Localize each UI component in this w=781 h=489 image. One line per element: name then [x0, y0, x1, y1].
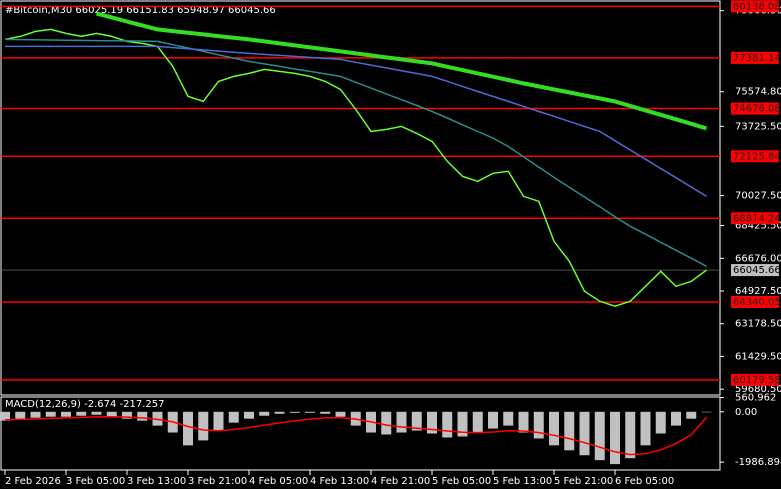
- histogram-bar: [564, 411, 575, 451]
- histogram-bar: [488, 411, 498, 429]
- histogram-bar: [213, 411, 224, 431]
- x-tick-label: 4 Feb 13:00: [310, 476, 369, 487]
- histogram-bar: [579, 411, 590, 456]
- histogram-bar: [320, 411, 331, 414]
- histogram-bar: [274, 411, 285, 414]
- histogram-bar: [106, 411, 117, 417]
- histogram-bar: [427, 411, 437, 434]
- histogram-bar: [122, 411, 132, 419]
- histogram-bar: [457, 411, 468, 437]
- histogram-bar: [91, 411, 102, 415]
- y-tick-label: 59680.50: [735, 384, 781, 395]
- level-label-box: [731, 150, 779, 163]
- x-tick-label: 3 Feb 13:00: [127, 476, 186, 487]
- histogram-bar: [640, 411, 651, 446]
- level-label: 60179.58: [733, 375, 781, 386]
- histogram-bar: [686, 411, 697, 419]
- level-label: 68814.24: [733, 213, 781, 224]
- histogram-bar: [701, 411, 712, 413]
- x-tick-label: 6 Feb 05:00: [615, 476, 674, 487]
- y-tick-label: 70027.50: [735, 191, 781, 202]
- ma-line: [5, 45, 707, 197]
- y-tick-label: 63178.50: [735, 319, 781, 330]
- x-tick-label: 3 Feb 21:00: [188, 476, 247, 487]
- x-tick-label: 2 Feb 2026: [5, 476, 61, 487]
- histogram-bar: [305, 411, 315, 413]
- level-label: 72125.84: [733, 151, 781, 162]
- y-tick-label: 560.962: [735, 393, 776, 404]
- histogram-bar: [0, 411, 10, 421]
- histogram-bar: [15, 411, 26, 419]
- histogram-bar: [472, 411, 483, 433]
- histogram-bar: [183, 411, 193, 446]
- histogram-bar: [76, 411, 87, 416]
- histogram-bar: [137, 411, 148, 421]
- price-line: [4, 28, 707, 307]
- histogram-bar: [442, 411, 453, 438]
- level-label: 64340.05: [733, 297, 781, 308]
- level-label-box: [731, 373, 779, 386]
- y-tick-label: 64927.50: [735, 286, 781, 297]
- x-tick-label: 5 Feb 05:00: [432, 476, 491, 487]
- signal-line: [4, 415, 708, 456]
- histogram-bar: [503, 411, 514, 426]
- histogram-bar: [244, 411, 254, 419]
- x-tick-label: 4 Feb 05:00: [249, 476, 308, 487]
- y-tick-label: 75574.80: [735, 87, 781, 98]
- histogram-bar: [335, 411, 346, 417]
- x-tick-label: 5 Feb 13:00: [493, 476, 552, 487]
- histogram-bar: [30, 411, 41, 418]
- histogram-bar: [381, 411, 392, 435]
- histogram-bar: [259, 411, 270, 416]
- y-tick-label: 68425.50: [735, 221, 781, 232]
- histogram-bar: [610, 411, 620, 465]
- histogram-bar: [549, 411, 559, 446]
- current-price-label: 66045.66: [733, 265, 781, 276]
- macd-title: MACD(12,26,9) -2.674 -217.257: [5, 399, 165, 410]
- histogram-bar: [625, 411, 636, 459]
- level-label-box: [731, 51, 779, 64]
- histogram-bar: [198, 411, 209, 441]
- histogram-bar: [594, 411, 605, 461]
- y-tick-label: 73725.50: [735, 121, 781, 132]
- histogram-bar: [61, 411, 71, 417]
- level-label-box: [731, 212, 779, 225]
- y-tick-label: 0.00: [735, 407, 757, 418]
- histogram-bar: [396, 411, 407, 433]
- level-label: 74676.08: [733, 104, 781, 115]
- level-label: 77381.14: [733, 53, 781, 64]
- level-label-box: [731, 0, 779, 13]
- chart-title: #Bitcoin,M30 66025.19 66151.83 65948.97 …: [5, 5, 276, 16]
- histogram-bar: [45, 411, 56, 417]
- main-frame: [0, 0, 721, 396]
- histogram-bar: [671, 411, 681, 426]
- level-label-box: [731, 295, 779, 308]
- macd-frame: [0, 396, 721, 471]
- ma-line: [4, 38, 707, 267]
- histogram-bar: [411, 411, 422, 431]
- y-tick-label: -1986.894: [735, 457, 781, 468]
- level-label-box: [731, 102, 779, 115]
- histogram-bar: [518, 411, 529, 433]
- current-price-box: [731, 264, 779, 277]
- histogram-bar: [655, 411, 666, 434]
- y-tick-label: 66676.00: [735, 253, 781, 264]
- histogram-bar: [533, 411, 544, 439]
- level-label: 80138.08: [733, 1, 781, 12]
- histogram-bar: [289, 411, 300, 413]
- x-tick-label: 4 Feb 21:00: [371, 476, 430, 487]
- histogram-bar: [228, 411, 239, 423]
- y-tick-label: 61429.50: [735, 351, 781, 362]
- ma-line: [96, 11, 708, 131]
- x-tick-label: 5 Feb 21:00: [554, 476, 613, 487]
- x-tick-label: 3 Feb 05:00: [66, 476, 125, 487]
